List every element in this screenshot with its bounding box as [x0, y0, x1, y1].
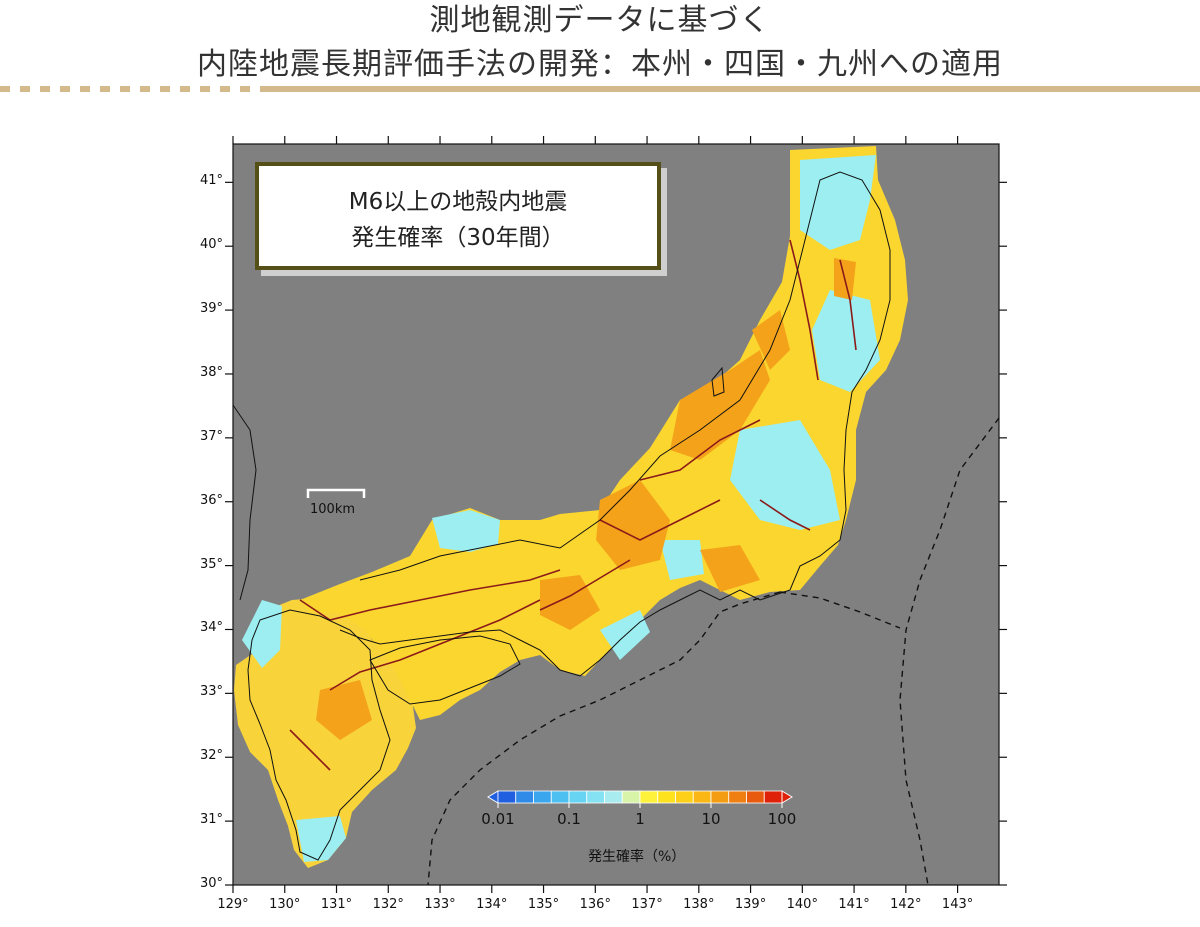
colorbar-segment	[550, 790, 570, 804]
fault-line	[539, 559, 631, 611]
colorbar-segment	[533, 790, 552, 804]
colorbar-segment	[746, 790, 765, 804]
colorbar-segment	[568, 790, 588, 804]
lon-tick-label: 141°	[838, 897, 870, 912]
divider-line	[270, 86, 1200, 92]
colorbar-tick-label: 1	[635, 810, 645, 828]
lat-tick-label: 39°	[199, 301, 223, 317]
lon-tick-label: 139°	[734, 897, 767, 912]
legend-box-line2: 発生確率（30年間）	[351, 225, 565, 251]
colorbar-segment	[515, 790, 534, 804]
map-legend-box: M6以上の地殻内地震 発生確率（30年間）	[255, 162, 661, 270]
fault-line	[289, 729, 331, 771]
coastline-sado	[711, 366, 725, 397]
lon-tick-label: 130°	[269, 897, 301, 912]
colorbar-segment	[675, 790, 694, 804]
fault-line	[789, 239, 819, 381]
colorbar-segment	[621, 790, 641, 804]
colorbar-segment	[692, 790, 712, 804]
colorbar-segment	[639, 790, 659, 804]
lon-tick-label: 143°	[941, 897, 974, 912]
scale-bar-label: 100km	[310, 502, 356, 517]
fault-line	[599, 499, 721, 541]
high-prob-patch-niigata	[670, 350, 770, 460]
lon-tick-label: 137°	[631, 897, 663, 912]
fault-line	[299, 569, 561, 621]
coastline-shikoku	[369, 635, 521, 705]
colorbar	[487, 790, 793, 808]
lat-tick-label: 33°	[199, 684, 223, 700]
lon-tick-label: 135°	[527, 897, 560, 912]
coastline-honshu	[339, 171, 891, 677]
colorbar-segment	[604, 790, 623, 804]
colorbar-max-arrow	[781, 790, 793, 804]
fault-line	[639, 419, 761, 481]
divider-dots	[0, 86, 270, 92]
fault-line	[329, 599, 541, 691]
title-line-1: 測地観測データに基づく	[429, 3, 771, 38]
colorbar-segment	[497, 790, 517, 804]
low-prob-patch-tohoku	[800, 155, 876, 250]
high-prob-patch-kinki	[540, 575, 600, 630]
lat-tick-label: 40°	[199, 237, 223, 253]
title-line-2: 内陸地震長期評価手法の開発：本州・四国・九州への適用	[197, 47, 1003, 82]
colorbar-segment	[763, 790, 783, 804]
lon-tick-label: 140°	[786, 897, 818, 912]
coastline-kyushu	[247, 609, 391, 861]
low-prob-patch-hokuriku	[432, 510, 500, 552]
fault-line	[759, 499, 811, 531]
colorbar-title: 発生確率（%）	[588, 849, 686, 865]
coastlines	[232, 171, 891, 861]
fault-line	[839, 259, 857, 351]
colorbar-segment	[710, 790, 730, 804]
lat-tick-label: 38°	[199, 364, 223, 380]
lon-tick-label: 131°	[320, 897, 353, 912]
lon-tick-label: 132°	[372, 897, 404, 912]
lat-tick-label: 37°	[199, 428, 223, 444]
colorbar-segment	[657, 790, 676, 804]
lon-tick-label: 142°	[890, 897, 922, 912]
kyushu-region	[234, 598, 416, 868]
map-frame	[232, 143, 1000, 886]
plate-boundary-nankai	[427, 591, 781, 886]
colorbar-segment	[728, 790, 747, 804]
lat-tick-label: 36°	[199, 492, 223, 508]
high-prob-patch-kanto-south	[700, 545, 760, 592]
lon-tick-label: 138°	[683, 897, 715, 912]
lat-tick-label: 35°	[199, 556, 223, 572]
title-divider	[0, 86, 1200, 92]
legend-box-line1: M6以上の地殻内地震	[348, 189, 568, 215]
plate-boundary-japan-trench	[899, 417, 1000, 886]
colorbar-segment	[586, 790, 605, 804]
high-prob-patch-chubu	[596, 480, 670, 570]
lon-tick-label: 134°	[476, 897, 508, 912]
lon-tick-label: 133°	[424, 897, 456, 912]
plate-boundaries	[427, 417, 1000, 886]
low-prob-patch-kyushu-west	[242, 600, 282, 668]
low-prob-patch-tohoku-east	[812, 290, 880, 392]
lat-tick-label: 32°	[199, 748, 223, 764]
axis-ticks	[225, 136, 1007, 893]
low-prob-patch-kyushu-south	[296, 816, 346, 862]
scale-bar	[306, 488, 366, 498]
lat-tick-label: 41°	[199, 173, 223, 189]
land-probability-area	[234, 146, 908, 868]
plate-boundary-sagami	[779, 591, 901, 629]
coastline-korea	[232, 404, 257, 601]
lon-tick-label: 136°	[579, 897, 611, 912]
colorbar-tick-label: 100	[767, 810, 797, 828]
scale-bar-line	[306, 488, 366, 498]
high-prob-patch-kyushu	[316, 680, 372, 740]
colorbar-tick-label: 0.01	[481, 810, 515, 828]
colorbar-tick-label: 0.1	[557, 810, 581, 828]
active-faults	[289, 239, 857, 771]
low-prob-patch-kanto	[730, 420, 840, 530]
lon-tick-label: 129°	[217, 897, 249, 912]
lat-tick-label: 31°	[199, 812, 223, 828]
low-prob-patch-tokai	[660, 540, 704, 580]
lat-tick-label: 30°	[199, 876, 223, 891]
lat-tick-label: 34°	[199, 620, 223, 636]
colorbar-tick-label: 10	[701, 810, 721, 828]
